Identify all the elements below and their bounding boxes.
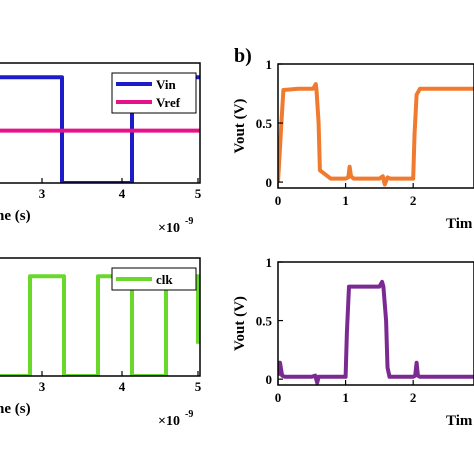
legend-label-vref: Vref	[156, 95, 181, 110]
y-tick-label: 0.5	[256, 116, 273, 131]
series-line-vout-2	[278, 82, 474, 187]
panel-label-b: b)	[234, 45, 252, 67]
legend-label-vin: Vin	[156, 77, 177, 92]
x-axis-label: Tim	[446, 413, 473, 429]
axes-box	[0, 62, 201, 184]
x-tick-label: 2	[410, 390, 417, 405]
x-tick-label: 1	[342, 390, 349, 405]
y-tick-label: 0	[266, 175, 273, 190]
y-tick-label: 0.5	[256, 314, 273, 329]
chart-panel-vout-purple: 0 1 2 0 0.5 1 Vout (V) Tim	[232, 255, 474, 429]
axes-box	[0, 257, 201, 377]
legend-label-clk: clk	[156, 272, 173, 287]
x-tick-label: 5	[195, 186, 202, 201]
axes-box	[277, 261, 474, 386]
chart-panel-vin-vref: 3 4 5 Time (s) ×10 -9 Vin Vref	[0, 62, 202, 236]
y-tick-label: 1	[266, 57, 273, 72]
x-tick-label: 0	[275, 193, 282, 208]
x-axis-multiplier: ×10	[158, 414, 180, 429]
x-tick-label: 4	[119, 379, 126, 394]
x-axis-label: Time (s)	[0, 208, 31, 224]
chart-panel-clk: 3 4 5 Time (s) ×10 -9 clk	[0, 257, 202, 429]
x-tick-label: 1	[342, 193, 349, 208]
x-tick-label: 2	[410, 193, 417, 208]
x-tick-label: 4	[119, 186, 126, 201]
x-axis-label: Time (s)	[0, 401, 31, 417]
x-axis-exponent: -9	[185, 216, 193, 227]
y-axis-label: Vout (V)	[232, 99, 248, 154]
x-axis-exponent: -9	[185, 409, 193, 420]
legend-box	[111, 267, 197, 291]
y-axis-label: Vout (V)	[232, 296, 248, 351]
x-tick-label: 3	[39, 186, 46, 201]
chart-panel-vout-orange: 0 1 2 0 0.5 1 Vout (V) Tim	[232, 57, 474, 232]
legend-box	[111, 72, 197, 114]
x-tick-label: 3	[39, 379, 46, 394]
x-axis-multiplier: ×10	[158, 221, 180, 236]
x-axis-label: Tim	[446, 216, 473, 232]
y-tick-label: 0	[266, 372, 273, 387]
axes-box	[277, 63, 474, 189]
series-line-clk	[0, 274, 200, 376]
x-tick-label: 0	[275, 390, 282, 405]
x-tick-label: 5	[195, 379, 202, 394]
series-line-vout-3	[278, 279, 474, 385]
y-tick-label: 1	[266, 255, 273, 270]
